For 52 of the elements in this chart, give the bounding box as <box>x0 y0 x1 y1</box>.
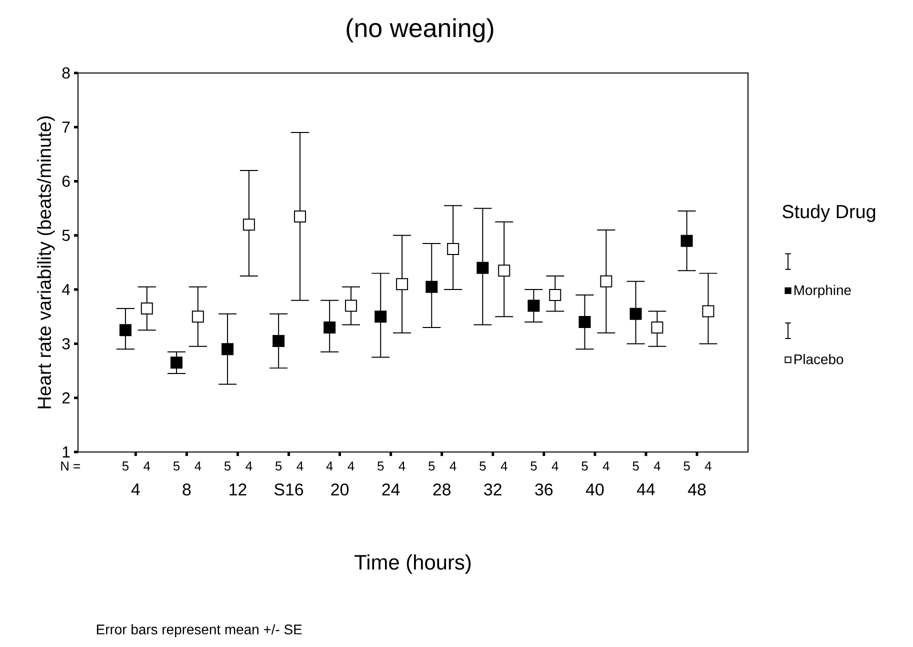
chart-title: (no weaning) <box>346 18 494 42</box>
text: 5 <box>632 462 639 471</box>
text: 5 <box>224 462 231 471</box>
text: 4 <box>326 462 333 471</box>
text: 5 <box>582 462 588 471</box>
text: 5 <box>428 462 435 471</box>
text: 4 <box>194 462 202 471</box>
text: 5 <box>378 462 384 471</box>
x-tick-label: 40 <box>586 484 604 496</box>
legend-label: Morphine <box>794 284 851 298</box>
text: 4 <box>144 462 150 471</box>
text: 4 <box>704 462 712 471</box>
x-tick-label: 48 <box>688 484 706 496</box>
text: 4 <box>654 462 660 471</box>
x-tick-label: S16 <box>274 484 304 496</box>
text: 5 <box>684 462 690 471</box>
text: 4 <box>348 462 354 471</box>
x-tick-label: 28 <box>433 484 451 496</box>
y-tick-label: 6 <box>62 176 70 187</box>
text: 4 <box>450 462 456 471</box>
x-tick-label: 32 <box>484 484 502 496</box>
text: 4 <box>602 462 610 471</box>
text: 4 <box>500 462 508 471</box>
x-tick-label: 8 <box>182 484 191 496</box>
y-tick-label: 8 <box>62 67 70 79</box>
x-tick-label: 44 <box>636 484 655 496</box>
text: 5 <box>122 462 129 471</box>
legend-title: Study Drug <box>782 204 876 222</box>
legend-label: Placebo <box>794 354 844 364</box>
y-tick-label: 2 <box>62 392 70 404</box>
text: Error bars represent mean +/- SE <box>96 624 302 638</box>
y-tick-label: 5 <box>62 230 70 241</box>
y-axis-title: Heart rate variability (beats/minute) <box>37 116 55 408</box>
text: 4 <box>398 462 406 471</box>
x-tick-label: 12 <box>230 484 246 496</box>
x-tick-label: 4 <box>131 484 140 496</box>
y-tick-label: 4 <box>62 284 70 296</box>
x-tick-label: 36 <box>535 484 553 496</box>
text: N = <box>61 462 80 471</box>
y-tick-label: 3 <box>62 338 70 350</box>
text: 5 <box>530 462 537 471</box>
x-tick-label: 20 <box>331 484 349 496</box>
y-tick-label: 7 <box>62 122 70 133</box>
text: 5 <box>275 462 282 471</box>
text: 5 <box>173 462 180 471</box>
y-tick-label: 1 <box>62 446 70 458</box>
text: 5 <box>480 462 486 471</box>
text: 4 <box>296 462 304 471</box>
text: 4 <box>246 462 252 471</box>
text: 4 <box>552 462 558 471</box>
x-axis-title: Time (hours) <box>354 554 471 574</box>
x-tick-label: 24 <box>382 484 400 496</box>
